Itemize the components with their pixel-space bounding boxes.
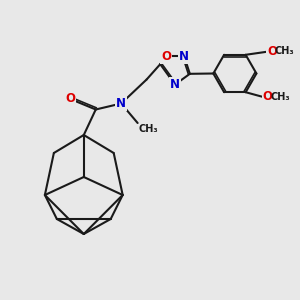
Text: N: N bbox=[116, 97, 126, 110]
Text: O: O bbox=[267, 45, 277, 58]
Text: N: N bbox=[179, 50, 189, 63]
Text: N: N bbox=[170, 78, 180, 91]
Text: O: O bbox=[263, 90, 273, 103]
Text: CH₃: CH₃ bbox=[138, 124, 158, 134]
Text: CH₃: CH₃ bbox=[275, 46, 295, 56]
Text: O: O bbox=[65, 92, 75, 106]
Text: O: O bbox=[161, 50, 171, 63]
Text: CH₃: CH₃ bbox=[271, 92, 290, 102]
